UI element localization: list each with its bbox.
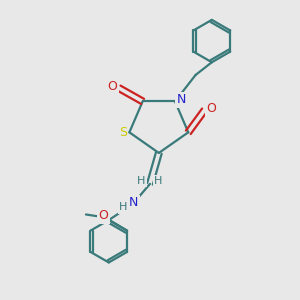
Text: H: H (154, 176, 162, 186)
Text: O: O (108, 80, 118, 93)
Text: S: S (119, 126, 127, 139)
Text: H: H (137, 176, 146, 186)
Text: N: N (129, 196, 139, 209)
Text: N: N (177, 93, 186, 106)
Text: H: H (119, 202, 128, 212)
Text: O: O (206, 102, 216, 115)
Text: O: O (99, 209, 109, 223)
